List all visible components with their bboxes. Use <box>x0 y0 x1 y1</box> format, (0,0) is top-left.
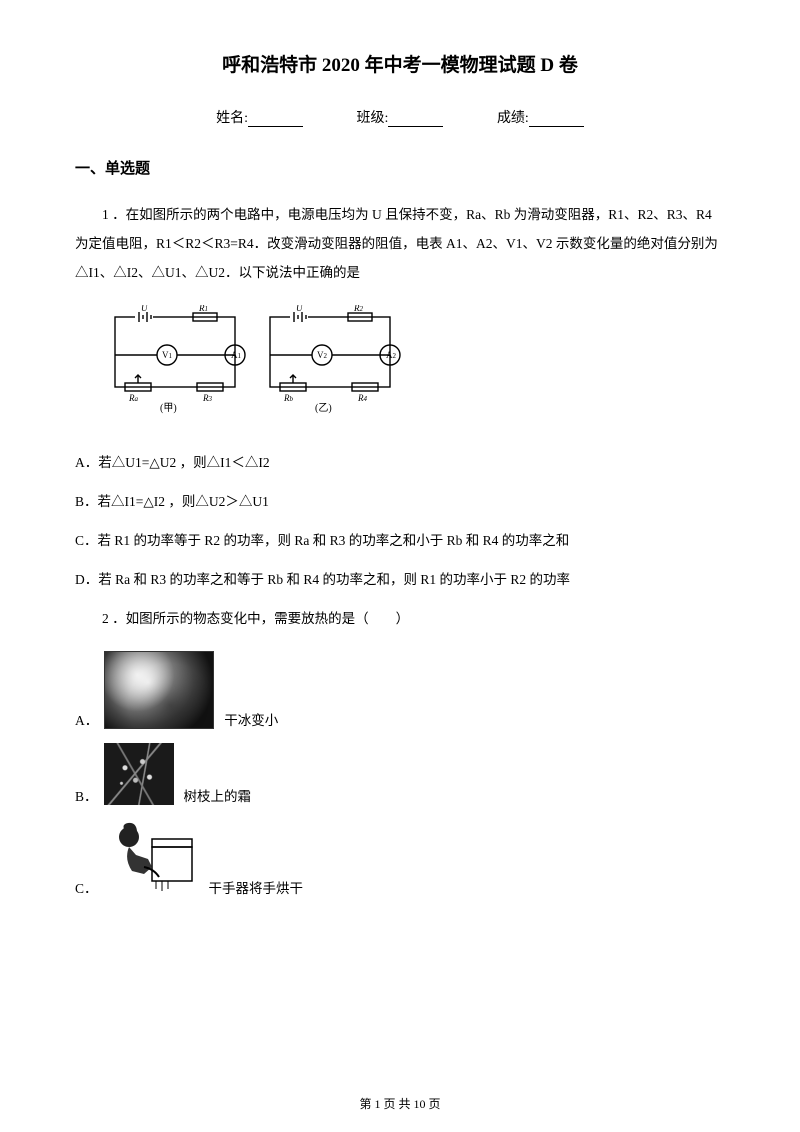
q1-circuit-figure: U R1 A1 V1 Ra R3 (甲) <box>105 305 725 430</box>
footer-suf: 页 <box>426 1097 441 1111</box>
q1-option-c: C．若 R1 的功率等于 R2 的功率，则 Ra 和 R3 的功率之和小于 Rb… <box>75 526 725 555</box>
q2-c-text: 干手器将手烘干 <box>209 877 304 897</box>
q1-option-a: A．若△U1=△U2 ，则△I1＜△I2 <box>75 448 725 477</box>
q1-option-b: B．若△I1=△I2 ，则△U2＞△U1 <box>75 487 725 516</box>
svg-text:U: U <box>296 305 303 313</box>
svg-text:R2: R2 <box>353 305 364 313</box>
q1-text: 在如图所示的两个电路中，电源电压均为 U 且保持不变，Ra、Rb 为滑动变阻器，… <box>75 207 718 280</box>
q1-num: 1 ． <box>102 207 126 222</box>
label-class: 班级: <box>357 111 389 126</box>
q2-text: 如图所示的物态变化中，需要放热的是（ ） <box>126 611 410 626</box>
q1-option-d: D．若 Ra 和 R3 的功率之和等于 Rb 和 R4 的功率之和，则 R1 的… <box>75 565 725 594</box>
page-footer: 第 1 页 共 10 页 <box>0 1095 800 1112</box>
label-score: 成绩: <box>497 111 529 126</box>
dry-ice-image <box>104 651 214 729</box>
q2-option-c: C． 干手器将手烘干 <box>75 819 725 897</box>
q2-a-text: 干冰变小 <box>224 709 278 729</box>
q2-option-b: B． 树枝上的霜 <box>75 743 725 805</box>
q2-option-a: A． 干冰变小 <box>75 651 725 729</box>
svg-text:(乙): (乙) <box>315 402 332 414</box>
footer-mid: 页 共 <box>380 1097 413 1111</box>
svg-text:Rb: Rb <box>283 393 294 403</box>
blank-name <box>248 111 303 127</box>
q1-body: 1 ．在如图所示的两个电路中，电源电压均为 U 且保持不变，Ra、Rb 为滑动变… <box>75 200 725 287</box>
svg-text:R1: R1 <box>198 305 208 313</box>
frost-branch-image <box>104 743 174 805</box>
q2-b-label: B． <box>75 785 98 805</box>
section-single-choice: 一、单选题 <box>75 157 725 178</box>
q2-a-label: A． <box>75 709 98 729</box>
q2-c-label: C． <box>75 877 98 897</box>
blank-score <box>529 111 584 127</box>
footer-pre: 第 <box>359 1097 374 1111</box>
student-info-row: 姓名: 班级: 成绩: <box>75 107 725 127</box>
blank-class <box>388 111 443 127</box>
svg-text:U: U <box>141 305 148 313</box>
svg-text:R3: R3 <box>202 393 213 403</box>
label-name: 姓名: <box>216 111 248 126</box>
q2-num: 2 ． <box>102 611 126 626</box>
page-title: 呼和浩特市 2020 年中考一模物理试题 D 卷 <box>75 50 725 77</box>
svg-text:(甲): (甲) <box>160 403 177 414</box>
svg-text:Ra: Ra <box>128 393 139 403</box>
footer-page-total: 10 <box>414 1097 426 1111</box>
svg-text:V2: V2 <box>317 350 328 360</box>
q2-body: 2 ．如图所示的物态变化中，需要放热的是（ ） <box>75 604 725 633</box>
q2-b-text: 树枝上的霜 <box>184 785 252 805</box>
svg-text:V1: V1 <box>162 350 173 360</box>
svg-text:R4: R4 <box>357 393 368 403</box>
hand-dryer-image <box>104 819 199 897</box>
